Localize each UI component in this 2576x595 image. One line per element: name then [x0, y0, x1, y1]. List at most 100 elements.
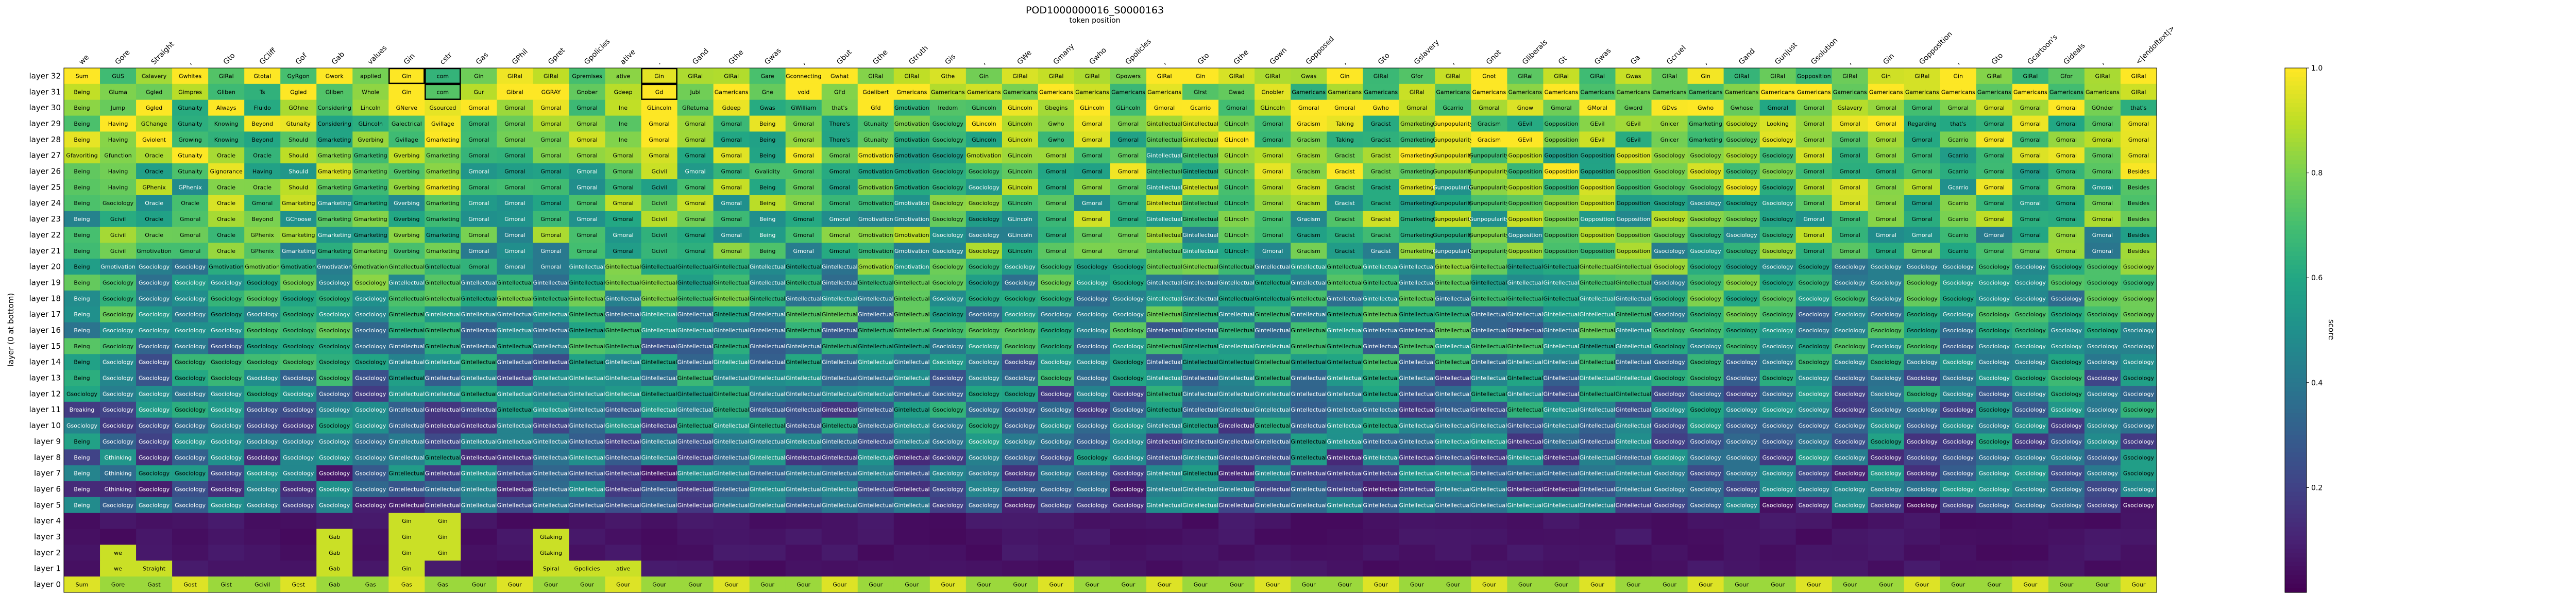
cell-label: Gintellectual — [569, 264, 605, 270]
heatmap-cell — [1471, 163, 1507, 180]
colorbar-segment — [2285, 107, 2307, 112]
heatmap-cell — [677, 195, 714, 212]
colorbar-segment — [2285, 391, 2307, 396]
cell-label: Gsociology — [247, 279, 278, 286]
cell-label: Gsociology — [1871, 502, 1902, 508]
cell-label: Gmoral — [1118, 168, 1139, 175]
heatmap-cell — [425, 243, 461, 259]
cell-label: Gnober — [577, 89, 598, 95]
heatmap-cell — [1723, 115, 1760, 132]
cell-label: Gintellectual — [1218, 327, 1255, 334]
cell-label: Gracism — [1297, 137, 1320, 143]
cell-label: Gsociology — [1762, 200, 1794, 207]
cell-label: Gsociology — [969, 375, 1000, 382]
cell-label: Gintellectual — [1399, 311, 1435, 318]
cell-label: Gintellectual — [533, 311, 569, 318]
heatmap-cell — [352, 513, 389, 530]
cell-label: Gsociology — [1726, 295, 1758, 302]
heatmap-cell — [569, 529, 606, 545]
x-tick-label: GCliff — [258, 46, 278, 66]
colorbar-tick-label: 0.8 — [2311, 169, 2323, 178]
heatmap-cell — [497, 529, 533, 545]
heatmap-cell — [64, 163, 100, 180]
cell-label: Gsociology — [103, 390, 134, 397]
cell-label: Gsociology — [1835, 359, 1866, 366]
heatmap-cell — [1002, 259, 1039, 275]
cell-label: Gintellectual — [461, 422, 497, 429]
colorbar-segment — [2285, 164, 2307, 169]
heatmap-cell — [605, 131, 642, 148]
cell-label: Gour — [1013, 582, 1027, 588]
cell-label: Gsociology — [319, 343, 350, 350]
heatmap-cell — [1904, 529, 1941, 545]
heatmap-cell — [1904, 163, 1941, 180]
x-tick-label: values — [366, 44, 389, 66]
cell-label: Gintellectual — [1544, 295, 1580, 302]
cell-label: Gintellectual — [1255, 295, 1291, 302]
cell-label: Gsociology — [1871, 279, 1902, 286]
heatmap-cell — [1110, 179, 1147, 196]
heatmap-cell — [713, 99, 750, 116]
cell-label: Gintellectual — [1435, 470, 1471, 477]
cell-label: Gintellectual — [822, 422, 858, 429]
heatmap-cell — [713, 259, 750, 275]
heatmap-cell — [208, 275, 245, 291]
heatmap-cell — [533, 243, 569, 259]
cell-label: Gthinking — [104, 454, 131, 461]
cell-label: Gamericans — [1833, 89, 1867, 95]
cell-label: Gintellectual — [1182, 216, 1218, 223]
cell-label: Gsociology — [2051, 359, 2082, 366]
heatmap-cell — [1868, 227, 1905, 243]
cell-label: GIRal — [1012, 73, 1027, 79]
cell-label: Being — [74, 264, 90, 270]
cell-label: Gintellectual — [388, 327, 425, 334]
cell-label: GLincoln — [972, 105, 996, 111]
cell-label: Gintellectual — [497, 343, 533, 350]
heatmap-cell — [2120, 529, 2157, 545]
heatmap-cell — [1074, 83, 1111, 100]
cell-label: Gintellectual — [894, 343, 930, 350]
heatmap-cell — [172, 227, 209, 243]
cell-label: Being — [74, 454, 90, 461]
cell-label: Gmoral — [2092, 152, 2113, 159]
cell-label: GIRal — [1662, 73, 1677, 79]
cell-label: Gintellectual — [677, 279, 714, 286]
cell-label: Gsociology — [1835, 422, 1866, 429]
heatmap-cell — [2012, 545, 2049, 561]
heatmap-cell — [929, 513, 967, 530]
cell-label: Gintellectual — [1507, 406, 1544, 413]
cell-label: Gintellectual — [1616, 470, 1652, 477]
cell-label: Gmoral — [1804, 121, 1824, 127]
heatmap-cell — [1832, 131, 1869, 148]
heatmap-cell — [1976, 560, 2013, 577]
cell-label: Gsociology — [247, 327, 278, 334]
heatmap-cell — [64, 275, 100, 291]
heatmap-cell — [2120, 99, 2157, 116]
cell-label: Gopposition — [1581, 152, 1615, 159]
cell-label: Gsociology — [2051, 438, 2082, 445]
cell-label: Gmoral — [1804, 184, 1824, 191]
cell-label: Gintellectual — [714, 375, 750, 382]
cell-label: Gsociology — [1113, 486, 1144, 492]
heatmap-cell — [1146, 99, 1183, 116]
cell-label: Being — [759, 137, 775, 143]
cell-label: Gsociology — [1005, 311, 1036, 318]
cell-label: Gour — [1338, 582, 1352, 588]
heatmap-cell — [2120, 243, 2157, 259]
heatmap-cell — [1579, 179, 1616, 196]
cell-label: Gsociology — [319, 454, 350, 461]
cell-label: Gintellectual — [822, 264, 858, 270]
colorbar-segment — [2285, 491, 2307, 497]
cell-label: Gsociology — [355, 295, 386, 302]
cell-label: Gnicer — [1660, 121, 1679, 127]
cell-label: Gintellectual — [533, 486, 569, 492]
cell-label: Gsociology — [247, 406, 278, 413]
heatmap-cell — [461, 68, 497, 84]
cell-label: Beyond — [251, 121, 273, 127]
cell-label: Gsociology — [1907, 375, 1938, 382]
cell-label: Gour — [1554, 582, 1568, 588]
heatmap-cell — [244, 83, 281, 100]
cell-label: Gintellectual — [858, 295, 894, 302]
cell-label: Gsociology — [2051, 390, 2082, 397]
cell-label: Gour — [1518, 582, 1532, 588]
